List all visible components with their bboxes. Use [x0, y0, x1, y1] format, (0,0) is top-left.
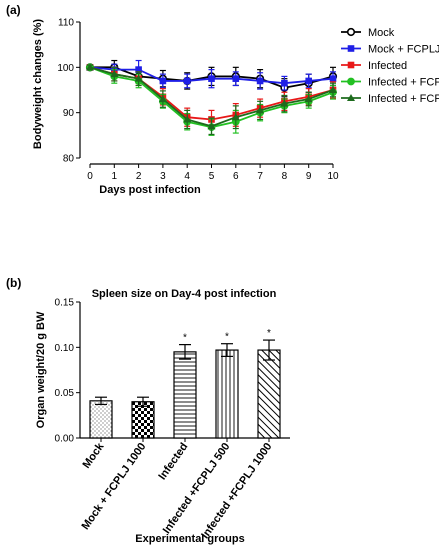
panel-a-xtick-label: 2	[136, 171, 142, 182]
panel-a-legend-marker	[347, 45, 355, 52]
panel-a-legend-marker	[347, 94, 355, 101]
panel-a-point	[183, 115, 192, 123]
panel-a-point	[86, 63, 94, 71]
panel-a-legend-label: Mock	[368, 27, 395, 39]
panel-a-series	[86, 63, 337, 136]
panel-a-xtick-label: 7	[257, 171, 263, 182]
panel-b-ytick-label: 0.10	[55, 343, 75, 354]
panel-a-point	[281, 79, 288, 87]
panel-b-label: (b)	[6, 276, 21, 290]
panel-a-xtick-label: 3	[160, 171, 166, 182]
panel-b-title: Spleen size on Day-4 post infection	[92, 288, 277, 300]
panel-a-legend: Mock Mock + FCPLJ 1000 Infected Infected + …	[341, 27, 439, 105]
panel-a-point	[232, 75, 240, 82]
panel-a-xlabel: Days post infection	[99, 184, 201, 196]
panel-a-ylabel: Bodyweight changes (%)	[32, 19, 44, 150]
panel-b-category-label: Mock	[80, 440, 106, 471]
panel-a-point	[207, 122, 216, 130]
panel-b-bar	[131, 401, 155, 439]
panel-a-xtick-label: 9	[306, 171, 312, 182]
panel-a-xtick-label: 1	[112, 171, 118, 182]
panel-a-legend-marker	[346, 27, 356, 37]
panel-a-point	[256, 106, 265, 114]
panel-a-point	[231, 113, 240, 121]
panel-a-xtick-label: 0	[87, 171, 93, 182]
panel-a-point	[208, 75, 215, 82]
panel-b-bar	[215, 349, 239, 439]
panel-b-category-label: Infected	[156, 441, 190, 482]
panel-a-legend-label: Infected	[368, 60, 407, 72]
panel-a-ytick-label: 80	[63, 154, 75, 165]
panel-a-point	[329, 86, 337, 93]
panel-a-ytick-label: 100	[57, 63, 74, 74]
panel-a-plot: 80 90 100 110 0 1 2 3 4 5 6 7 8 9 10	[57, 18, 339, 183]
panel-a-xtick-label: 10	[327, 171, 339, 182]
panel-a-ytick-label: 110	[58, 18, 74, 29]
panel-a-xtick-label: 6	[233, 171, 239, 182]
panel-a-point	[134, 74, 143, 82]
panel-a-legend-label: Infected + FCPLJ 1000	[368, 93, 439, 105]
panel-a-legend-marker	[347, 77, 355, 86]
panel-a-legend-label: Infected + FCPLJ 500	[368, 77, 439, 89]
panel-b-bar	[89, 400, 113, 439]
panel-a-point	[305, 77, 312, 85]
panel-a-point	[329, 75, 337, 82]
panel-b-ylabel: Organ weight/20 g BW	[35, 311, 47, 428]
panel-a-legend-label: Mock + FCPLJ 1000	[368, 44, 439, 56]
panel-a-ytick-label: 90	[63, 108, 75, 119]
panel-b-ytick-label: 0.00	[55, 434, 75, 445]
panel-a-point	[280, 99, 289, 107]
panel-b-ytick-label: 0.05	[55, 388, 75, 399]
panel-b-bar	[173, 351, 197, 439]
panel-a-xtick-label: 5	[209, 171, 215, 182]
panel-a-point	[183, 77, 191, 85]
panel-b-bar	[257, 349, 281, 439]
panel-b-significance-mark: *	[267, 328, 271, 339]
panel-b-category-label: Infected +FCPLJ 1000	[199, 441, 274, 541]
panel-b-significance-mark: *	[225, 332, 229, 343]
panel-b-ytick-label: 0.15	[55, 298, 75, 309]
panel-a-xtick-label: 4	[184, 171, 190, 182]
panel-a-point	[110, 70, 119, 78]
panel-a-point	[135, 66, 142, 73]
panel-a-point	[256, 77, 264, 85]
panel-a-point	[158, 95, 167, 103]
panel-a-point	[159, 77, 167, 85]
panel-a-xtick-label: 8	[282, 171, 288, 182]
panel-b-significance-mark: *	[183, 333, 187, 344]
panel-b-xlabel: Experimental groups	[135, 533, 244, 545]
panel-a-label: (a)	[6, 3, 21, 17]
panel-a-legend-marker	[347, 61, 355, 69]
panel-a-point	[304, 95, 313, 103]
